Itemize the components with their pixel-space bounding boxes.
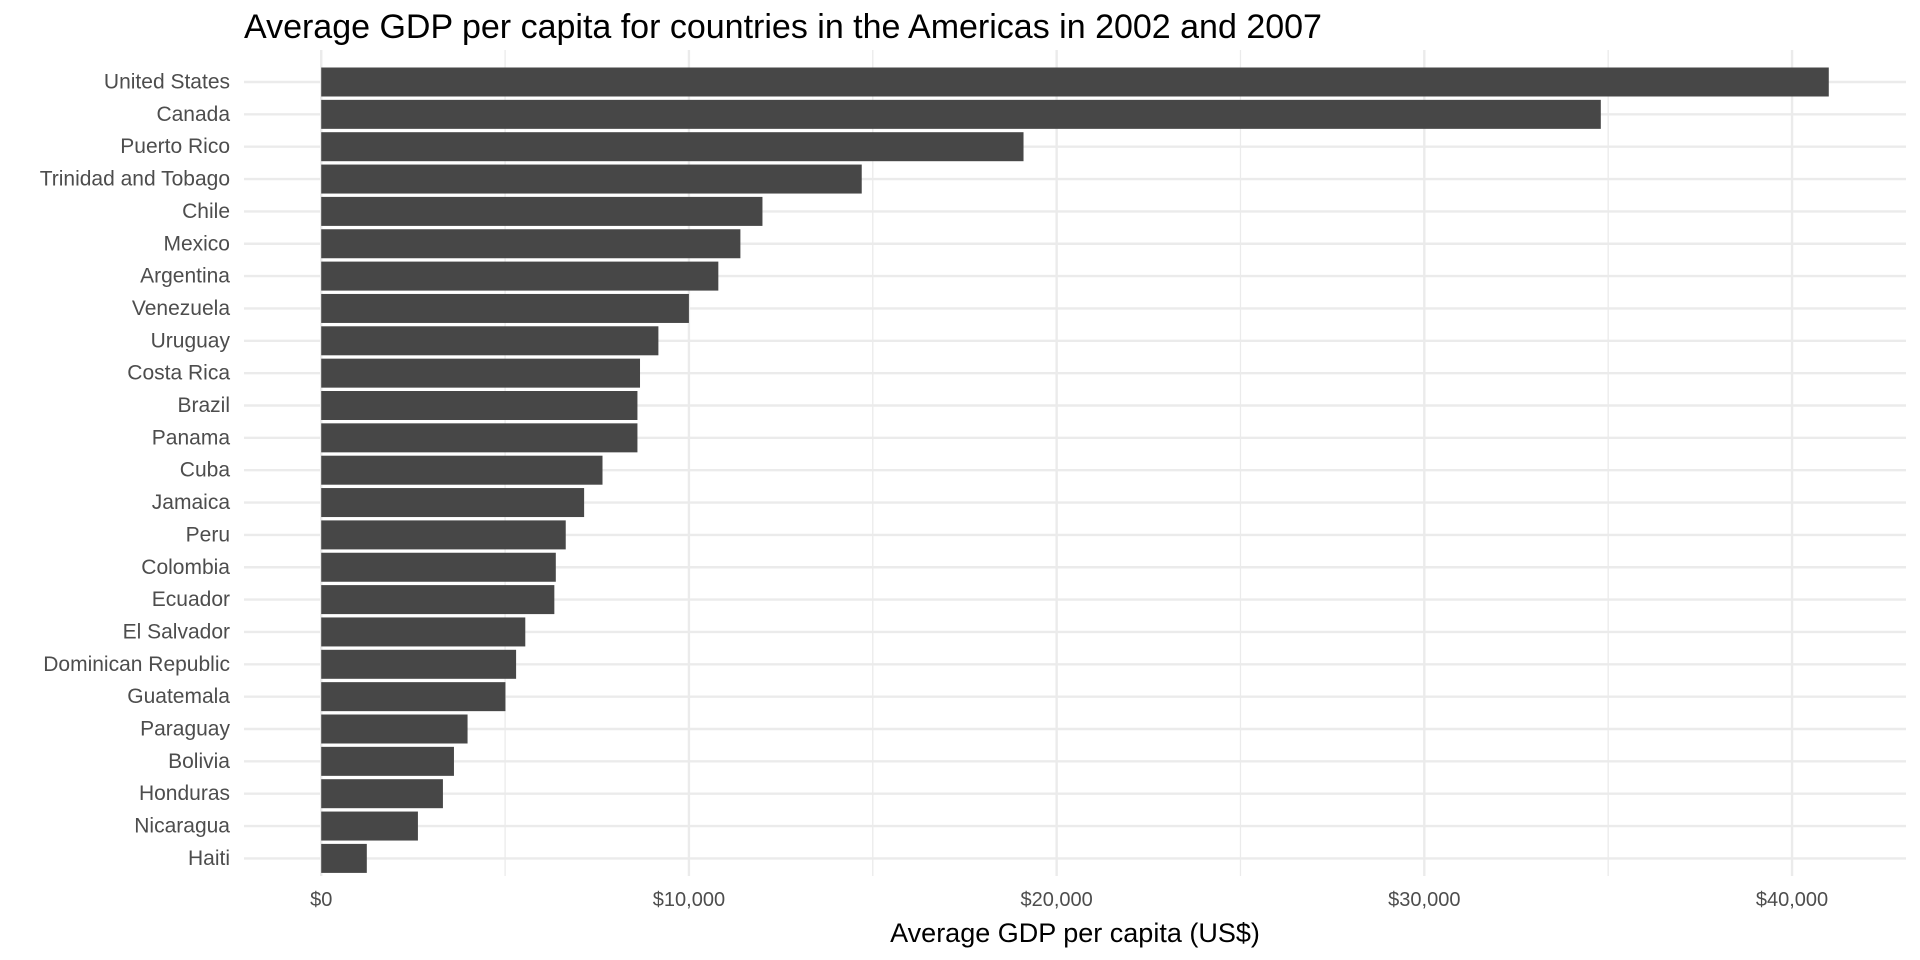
category-label: Trinidad and Tobago — [40, 168, 230, 191]
x-axis-title: Average GDP per capita (US$) — [890, 918, 1260, 948]
bar — [321, 488, 585, 518]
category-label: Colombia — [141, 556, 230, 579]
category-label: Peru — [186, 523, 230, 546]
bar — [321, 520, 566, 550]
bar — [321, 391, 638, 420]
category-label: Argentina — [140, 265, 230, 288]
bar — [321, 229, 741, 259]
bar — [321, 132, 1024, 162]
bar — [321, 617, 526, 647]
category-label: El Salvador — [123, 620, 230, 643]
category-label: Ecuador — [152, 588, 230, 611]
category-label: Mexico — [163, 232, 230, 255]
bar — [321, 326, 659, 356]
category-label: Brazil — [177, 394, 230, 417]
category-label: Jamaica — [152, 491, 231, 514]
bar — [321, 196, 763, 226]
x-tick-label: $30,000 — [1388, 889, 1460, 911]
bar — [321, 779, 443, 809]
bars — [321, 67, 1829, 873]
category-label: Chile — [182, 200, 230, 223]
category-label: Canada — [156, 103, 230, 126]
x-tick-label: $20,000 — [1020, 889, 1092, 911]
bar — [321, 293, 689, 323]
category-label: Dominican Republic — [43, 653, 230, 676]
category-label: Venezuela — [132, 297, 230, 320]
bar — [321, 682, 506, 712]
category-label: Panama — [152, 426, 231, 449]
bar — [321, 552, 556, 582]
category-label: Bolivia — [168, 750, 230, 773]
category-label: Haiti — [188, 847, 230, 870]
x-tick-label: $40,000 — [1756, 889, 1828, 911]
bar — [321, 649, 517, 679]
category-label: Puerto Rico — [120, 135, 230, 158]
bar — [321, 746, 454, 776]
bar — [321, 164, 862, 194]
chart-title: Average GDP per capita for countries in … — [244, 8, 1322, 46]
x-tick-labels: $0 $10,000 $20,000 $30,000 $40,000 — [310, 889, 1828, 911]
x-tick-label: $10,000 — [653, 889, 725, 911]
bar — [321, 67, 1829, 97]
category-label: Nicaragua — [134, 815, 230, 838]
bar — [321, 423, 638, 453]
bar — [321, 843, 367, 873]
bar — [321, 714, 468, 744]
category-label: Costa Rica — [127, 362, 230, 385]
category-label: Cuba — [180, 459, 231, 482]
category-labels: United States Canada Puerto Rico Trinidad a… — [40, 71, 231, 870]
category-label: Paraguay — [140, 718, 230, 741]
bar — [321, 261, 719, 291]
bar — [321, 455, 603, 485]
category-label: Uruguay — [151, 329, 231, 352]
bar — [321, 585, 555, 615]
category-label: Honduras — [139, 782, 230, 805]
bar — [321, 811, 418, 841]
category-label: Guatemala — [127, 685, 230, 708]
bar — [321, 99, 1601, 129]
category-label: United States — [104, 71, 230, 94]
bar — [321, 358, 641, 388]
x-tick-label: $0 — [310, 889, 332, 911]
